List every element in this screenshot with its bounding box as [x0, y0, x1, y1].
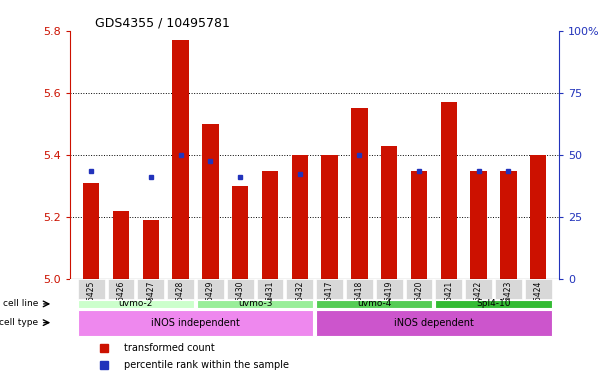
Text: GSM796418: GSM796418 [355, 281, 364, 327]
FancyBboxPatch shape [137, 280, 164, 299]
FancyBboxPatch shape [436, 300, 552, 308]
Text: GSM796430: GSM796430 [236, 281, 244, 328]
Bar [381, 146, 397, 280]
Bar [500, 170, 516, 280]
FancyBboxPatch shape [78, 300, 194, 308]
Text: GSM796428: GSM796428 [176, 281, 185, 327]
Text: uvmo-2: uvmo-2 [119, 300, 153, 308]
Bar [262, 170, 278, 280]
Text: GSM796429: GSM796429 [206, 281, 215, 327]
FancyBboxPatch shape [406, 280, 433, 299]
Text: GSM796427: GSM796427 [146, 281, 155, 327]
Text: GSM796422: GSM796422 [474, 281, 483, 327]
Bar [291, 155, 308, 280]
FancyBboxPatch shape [346, 280, 373, 299]
FancyBboxPatch shape [78, 280, 104, 299]
Text: GSM796431: GSM796431 [265, 281, 274, 327]
Text: cell line: cell line [3, 300, 38, 308]
Bar [351, 108, 368, 280]
FancyBboxPatch shape [167, 280, 194, 299]
Text: percentile rank within the sample: percentile rank within the sample [124, 360, 289, 370]
Bar [321, 155, 338, 280]
Text: GSM796421: GSM796421 [444, 281, 453, 327]
Text: GSM796417: GSM796417 [325, 281, 334, 327]
Text: GSM796425: GSM796425 [87, 281, 96, 327]
FancyBboxPatch shape [227, 280, 254, 299]
Bar [470, 170, 487, 280]
Text: cell type: cell type [0, 318, 38, 327]
Text: GSM796432: GSM796432 [295, 281, 304, 327]
FancyBboxPatch shape [376, 280, 403, 299]
FancyBboxPatch shape [316, 310, 552, 336]
FancyBboxPatch shape [436, 280, 462, 299]
FancyBboxPatch shape [316, 280, 343, 299]
FancyBboxPatch shape [197, 300, 313, 308]
Text: Spl4-10: Spl4-10 [476, 300, 511, 308]
FancyBboxPatch shape [316, 300, 433, 308]
FancyBboxPatch shape [108, 280, 134, 299]
Bar [172, 40, 189, 280]
Text: iNOS independent: iNOS independent [151, 318, 240, 328]
Bar [113, 211, 129, 280]
Bar [232, 186, 248, 280]
FancyBboxPatch shape [257, 280, 284, 299]
Bar [83, 183, 100, 280]
FancyBboxPatch shape [495, 280, 522, 299]
Text: uvmo-4: uvmo-4 [357, 300, 392, 308]
Bar [530, 155, 546, 280]
FancyBboxPatch shape [525, 280, 552, 299]
FancyBboxPatch shape [287, 280, 313, 299]
Bar [142, 220, 159, 280]
FancyBboxPatch shape [78, 310, 313, 336]
Bar [411, 170, 427, 280]
Bar [202, 124, 219, 280]
Text: transformed count: transformed count [124, 343, 215, 353]
Text: uvmo-3: uvmo-3 [238, 300, 273, 308]
Text: GSM796426: GSM796426 [117, 281, 125, 327]
Text: GSM796423: GSM796423 [504, 281, 513, 327]
Text: GDS4355 / 10495781: GDS4355 / 10495781 [95, 17, 230, 30]
Text: GSM796424: GSM796424 [533, 281, 543, 327]
Text: GSM796420: GSM796420 [414, 281, 423, 327]
FancyBboxPatch shape [465, 280, 492, 299]
Bar [441, 102, 457, 280]
Text: iNOS dependent: iNOS dependent [394, 318, 474, 328]
FancyBboxPatch shape [197, 280, 224, 299]
Text: GSM796419: GSM796419 [385, 281, 393, 327]
